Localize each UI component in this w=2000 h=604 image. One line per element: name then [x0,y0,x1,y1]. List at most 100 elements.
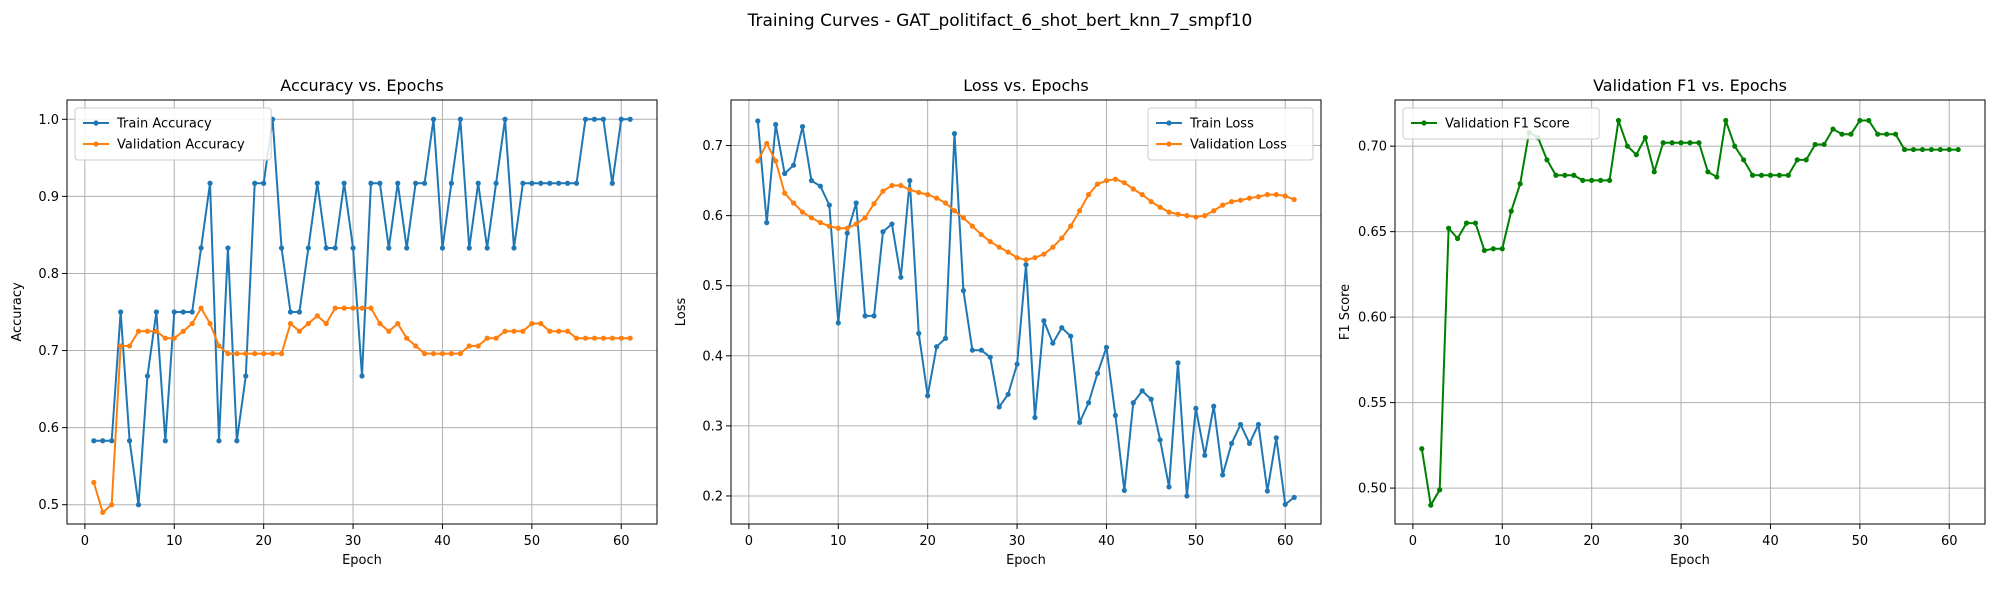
data-point [1041,251,1047,257]
data-point [439,245,446,251]
data-point [1291,196,1297,203]
x-tick-label: 40 [434,534,451,549]
data-point [368,305,374,311]
data-point [773,121,779,128]
data-point [448,180,454,186]
data-point [1624,143,1631,149]
legend-marker [93,141,99,147]
data-point [1220,472,1226,478]
data-point [1839,131,1845,137]
data-point [1157,204,1163,210]
data-point [1463,220,1470,226]
data-point [234,351,240,357]
data-point [1821,141,1827,148]
data-point [1696,140,1702,146]
data-point [296,309,303,315]
data-point [1481,247,1487,254]
data-point [466,343,472,349]
x-tick-label: 0 [745,534,753,549]
data-point [207,320,213,327]
data-point [1157,437,1163,443]
data-point [296,328,303,334]
x-tick-label: 60 [1941,534,1958,549]
data-point [782,170,788,177]
legend-label: Train Accuracy [116,117,212,132]
data-point [1642,135,1648,141]
data-point [91,479,97,485]
data-point [591,116,598,122]
data-point [404,335,410,341]
data-point [162,335,168,341]
data-point [153,309,159,315]
data-point [817,220,823,226]
legend-marker [93,120,99,126]
data-point [1544,157,1550,163]
data-point [1166,209,1172,215]
legend: Train Loss Validation Loss [1147,107,1314,161]
data-point [1848,131,1854,137]
data-point [207,180,213,186]
data-point [934,344,940,350]
y-tick-label: 0.6 [38,421,59,436]
data-point [475,180,481,186]
data-point [243,373,249,379]
data-point [1166,484,1172,490]
data-point [234,438,240,444]
x-tick-label: 20 [919,534,936,549]
data-point [359,373,365,379]
x-tick-label: 10 [830,534,847,549]
data-point [216,343,222,349]
data-point [1050,244,1056,250]
data-point [969,223,975,229]
data-point [1437,487,1443,493]
data-point [395,320,401,327]
data-point [1767,172,1774,178]
data-point [1211,403,1217,409]
data-point [261,351,267,357]
data-point [1255,194,1262,200]
data-point [1264,192,1270,198]
data-point [180,309,186,315]
data-point [341,305,347,311]
data-point [1678,140,1684,146]
data-point [889,221,895,227]
data-point [1687,140,1693,146]
data-point [835,225,841,231]
data-point [1454,235,1461,242]
data-point [1246,195,1253,201]
y-tick-label: 0.65 [1358,225,1387,240]
data-point [1094,181,1101,187]
data-point [1785,172,1791,178]
data-point [1553,172,1559,178]
chart-title: Validation F1 vs. Epochs [1593,76,1787,95]
data-point [1651,169,1657,175]
data-point [1830,126,1836,132]
data-point [880,229,886,235]
data-point [109,502,115,508]
data-point [332,245,338,251]
data-point [1928,146,1934,153]
data-point [942,335,949,341]
data-point [1893,131,1899,137]
data-point [755,118,761,124]
legend-marker [1421,120,1427,126]
data-point [511,245,517,251]
data-point [1812,141,1818,148]
data-point [1014,255,1020,261]
data-point [1273,435,1279,441]
data-point [960,215,967,221]
data-point [1005,391,1011,397]
data-point [1237,197,1244,203]
data-point [582,116,589,122]
data-point [556,180,562,186]
data-point [1490,246,1496,252]
data-point [1901,146,1908,153]
data-point [790,200,797,206]
data-point [1014,361,1020,367]
data-point [600,116,606,122]
data-point [1193,405,1199,411]
data-point [323,245,329,251]
y-tick-label: 0.2 [702,489,723,504]
data-point [171,309,177,315]
